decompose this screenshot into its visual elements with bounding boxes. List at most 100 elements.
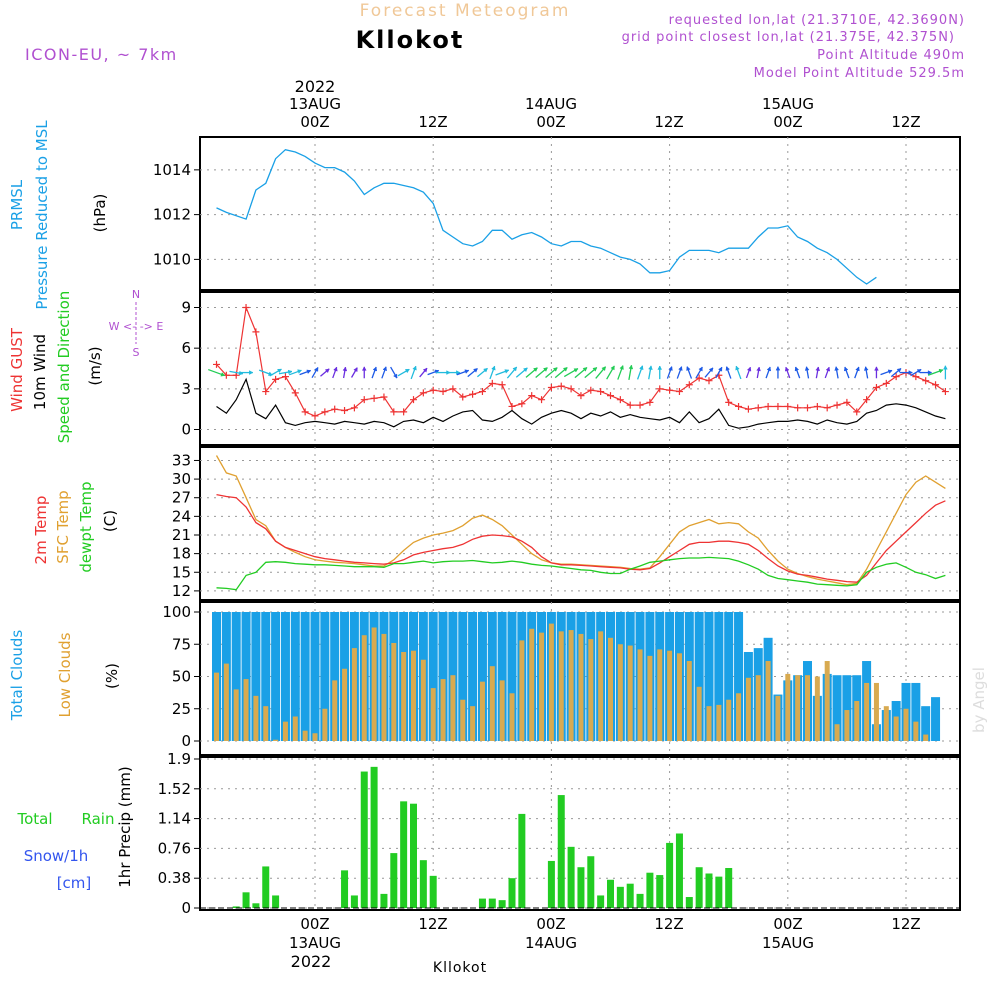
low-clouds-bar bbox=[332, 680, 338, 741]
gust-marker bbox=[626, 401, 634, 409]
wind-vector-head bbox=[372, 366, 378, 372]
y-tick-label: 1.14 bbox=[158, 810, 191, 828]
gust-marker bbox=[213, 360, 220, 368]
total-clouds-bar bbox=[921, 706, 931, 741]
low-clouds-bar bbox=[883, 706, 889, 741]
low-clouds-bar bbox=[726, 699, 732, 741]
gust-marker bbox=[331, 405, 339, 413]
total-clouds-bar bbox=[290, 612, 300, 741]
low-clouds-bar bbox=[273, 739, 279, 741]
total-clouds-bar bbox=[428, 612, 438, 741]
total-clouds-bar bbox=[694, 612, 704, 741]
low-clouds-bar bbox=[844, 710, 850, 741]
gust-marker bbox=[400, 408, 408, 416]
total-clouds-bar bbox=[704, 612, 714, 741]
low-clouds-bar bbox=[716, 704, 722, 741]
gust-marker bbox=[744, 405, 752, 413]
rain-bar bbox=[232, 906, 240, 908]
low-clouds-bar bbox=[253, 695, 259, 741]
gust-marker bbox=[794, 404, 802, 412]
footer-station: Kllokot bbox=[433, 960, 487, 976]
total-clouds-bar bbox=[468, 612, 478, 741]
low-clouds-bar bbox=[243, 679, 249, 741]
wind-vector-head bbox=[582, 367, 588, 372]
wind-vector-head bbox=[601, 366, 606, 372]
chart-marks bbox=[200, 148, 960, 909]
wind-vector-head bbox=[825, 366, 831, 372]
gust-marker bbox=[291, 389, 299, 397]
low-clouds-bar bbox=[450, 675, 456, 741]
rain-bar bbox=[616, 886, 624, 908]
bottom-tick-5: 00Z bbox=[773, 915, 802, 933]
low-clouds-bar bbox=[686, 661, 692, 741]
wind-vector-head bbox=[393, 373, 398, 379]
gust-marker bbox=[419, 389, 427, 397]
gust-marker bbox=[370, 394, 378, 402]
gust-marker bbox=[872, 383, 880, 391]
wind-vector-head bbox=[504, 369, 510, 374]
wind-vector-head bbox=[491, 365, 496, 371]
total-clouds-bar bbox=[832, 675, 842, 741]
gust-marker bbox=[804, 404, 811, 412]
pressure-label-2: Pressure Reduced to MSL bbox=[33, 120, 51, 310]
rain-bar bbox=[360, 771, 368, 908]
rain-bar bbox=[705, 873, 713, 908]
wind-vector-head bbox=[916, 369, 922, 374]
y-tick-label: 6 bbox=[181, 339, 191, 357]
top-day-3: 15AUG bbox=[762, 95, 814, 113]
rain-bar bbox=[370, 766, 378, 908]
wind-vector-head bbox=[775, 366, 781, 371]
gust-marker bbox=[538, 396, 546, 404]
top-tick-4: 12Z bbox=[654, 113, 683, 131]
wind-label: 10m Wind bbox=[31, 334, 49, 410]
low-clouds-bar bbox=[923, 734, 929, 741]
y-tick-label: 9 bbox=[181, 298, 191, 316]
wind-vector-head bbox=[483, 368, 488, 373]
bottom-day-2: 14AUG bbox=[525, 934, 577, 952]
low-clouds-bar bbox=[282, 721, 288, 741]
wind-vector-head bbox=[314, 366, 319, 372]
total-clouds-bar bbox=[477, 612, 487, 741]
gust-marker bbox=[488, 379, 496, 387]
y-tick-label: 0 bbox=[181, 899, 191, 917]
low-clouds-bar bbox=[617, 644, 623, 741]
rain-bar bbox=[272, 895, 280, 908]
rain-bar bbox=[478, 898, 486, 908]
info-line-2: grid point closest lon,lat (21.375E, 42.… bbox=[622, 30, 955, 45]
clouds-units: (%) bbox=[103, 663, 121, 689]
total-clouds-bar bbox=[330, 612, 340, 741]
total-clouds-bar bbox=[438, 612, 448, 741]
rain-bar bbox=[715, 876, 723, 908]
wind-vector-head bbox=[552, 367, 558, 372]
low-clouds-bar bbox=[745, 677, 751, 741]
low-clouds-bar bbox=[824, 661, 830, 741]
gust-marker bbox=[508, 402, 516, 410]
low-clouds-bar bbox=[440, 679, 446, 741]
y-tick-label: 100 bbox=[162, 603, 191, 621]
total-clouds-bar bbox=[300, 612, 310, 741]
wind-vector-head bbox=[353, 367, 358, 373]
total-clouds-bar bbox=[310, 612, 320, 741]
y-tick-label: 1010 bbox=[153, 250, 191, 268]
gust-marker bbox=[823, 404, 831, 412]
wind-vector-head bbox=[277, 368, 282, 374]
sfctemp-label: SFC Temp bbox=[54, 490, 72, 563]
wind-vector-head bbox=[896, 368, 902, 373]
y-tick-label: 0.76 bbox=[158, 839, 191, 857]
low-clouds-bar bbox=[539, 632, 545, 741]
pressure-units: (hPa) bbox=[91, 194, 109, 233]
wind-vector-head bbox=[815, 366, 820, 372]
rain-bar bbox=[488, 898, 496, 908]
gust-marker bbox=[311, 412, 319, 420]
wind-vector-head bbox=[324, 368, 330, 374]
gust-marker bbox=[557, 382, 565, 390]
wind-vector-head bbox=[843, 366, 849, 372]
info-line-1: requested lon,lat (21.3710E, 42.3690N) bbox=[669, 13, 965, 28]
compass-n: N bbox=[132, 288, 140, 301]
low-clouds-bar bbox=[381, 633, 387, 741]
gust-marker bbox=[863, 396, 871, 404]
gust-marker bbox=[853, 408, 861, 416]
gust-marker bbox=[833, 401, 841, 409]
low-clouds-bar bbox=[371, 627, 377, 741]
gust-marker bbox=[528, 392, 536, 400]
